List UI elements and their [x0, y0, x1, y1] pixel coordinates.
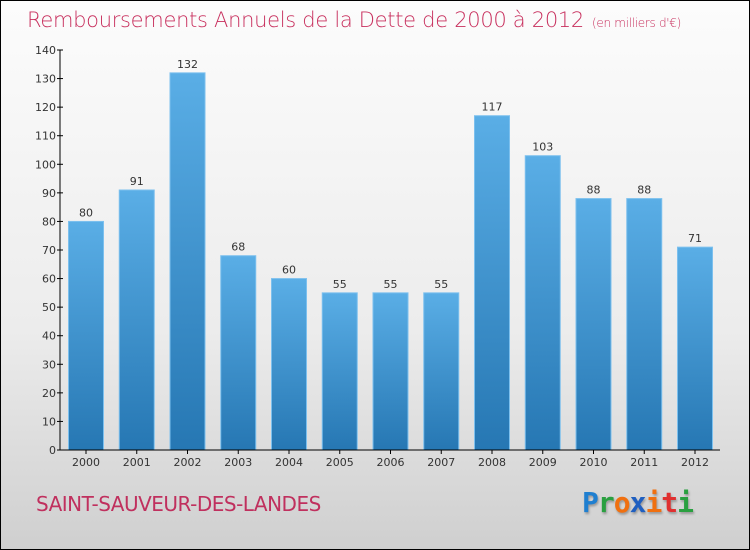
data-label: 91: [130, 175, 144, 188]
bar: [474, 115, 510, 451]
bar: [169, 72, 206, 451]
x-tick-label: 2005: [326, 456, 354, 469]
logo-letter: x: [629, 486, 647, 519]
y-tick-label: 60: [42, 273, 56, 286]
bar: [68, 220, 104, 451]
data-label: 117: [482, 101, 503, 114]
logo-letter: i: [677, 486, 694, 519]
x-tick-label: 2007: [427, 456, 455, 469]
logo-letter: i: [645, 486, 662, 519]
bar: [271, 278, 307, 451]
y-tick-label: 110: [35, 130, 56, 143]
bar: [575, 198, 612, 451]
data-label: 80: [79, 206, 93, 219]
y-tick-label: 10: [42, 415, 56, 428]
x-tick-label: 2008: [478, 456, 506, 469]
y-tick-label: 130: [35, 73, 56, 86]
y-tick-label: 140: [35, 44, 56, 57]
bar: [220, 255, 257, 451]
y-tick-label: 30: [42, 358, 56, 371]
bar: [677, 246, 713, 451]
logo-letter: o: [613, 486, 631, 519]
bar: [321, 292, 358, 451]
data-label: 103: [532, 141, 553, 154]
subtitle-text: (en milliers d'€): [592, 16, 682, 30]
x-tick-label: 2011: [630, 456, 658, 469]
x-tick-label: 2009: [529, 456, 557, 469]
data-label: 55: [384, 278, 398, 291]
chart-title: Remboursements Annuels de la Dette de 20…: [27, 8, 681, 32]
data-label: 71: [688, 232, 702, 245]
x-tick-label: 2000: [72, 456, 100, 469]
title-text: Remboursements Annuels de la Dette de 20…: [27, 8, 584, 32]
data-label: 55: [333, 278, 347, 291]
bar: [524, 155, 561, 451]
bar: [423, 292, 460, 451]
x-tick-label: 2010: [580, 456, 608, 469]
bar: [118, 189, 155, 451]
y-tick-label: 70: [42, 244, 56, 257]
commune-name: SAINT-SAUVEUR-DES-LANDES: [36, 492, 321, 516]
x-tick-label: 2002: [174, 456, 202, 469]
proxiti-logo: Proxiti: [582, 486, 694, 519]
y-tick-label: 80: [42, 215, 56, 228]
y-tick-label: 20: [42, 387, 56, 400]
y-tick-label: 120: [35, 101, 56, 114]
logo-letter: P: [582, 486, 599, 519]
x-tick-label: 2012: [681, 456, 709, 469]
y-tick-label: 90: [42, 187, 56, 200]
data-label: 88: [637, 184, 651, 197]
x-tick-label: 2003: [224, 456, 252, 469]
data-label: 68: [231, 241, 245, 254]
data-label: 88: [587, 184, 601, 197]
y-tick-label: 0: [49, 444, 56, 457]
bar: [626, 198, 663, 451]
y-tick-label: 100: [35, 158, 56, 171]
data-label: 132: [177, 58, 198, 71]
y-tick-label: 50: [42, 301, 56, 314]
logo-letter: r: [597, 486, 615, 519]
logo-letter: t: [661, 486, 678, 519]
x-tick-label: 2001: [123, 456, 151, 469]
bar: [372, 292, 409, 451]
x-tick-label: 2006: [377, 456, 405, 469]
x-tick-label: 2004: [275, 456, 303, 469]
y-tick-label: 40: [42, 330, 56, 343]
data-label: 60: [282, 264, 296, 277]
data-label: 55: [434, 278, 448, 291]
